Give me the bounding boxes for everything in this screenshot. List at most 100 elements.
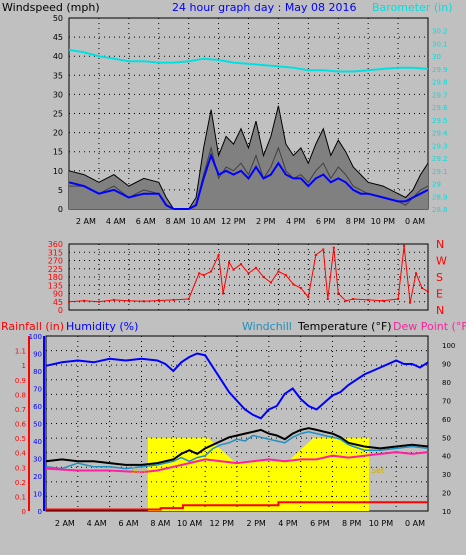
direction-tick-label: 135 (48, 281, 63, 290)
sunset-label: Set (371, 466, 384, 475)
x-tick-label: 4 AM (106, 217, 126, 226)
direction-tick-label: 315 (48, 248, 63, 257)
baro-tick-label: 29.7 (432, 91, 448, 99)
compass-label: N (436, 304, 444, 317)
wind-direction-point (172, 298, 175, 301)
wind-tick-label: 45 (53, 33, 63, 42)
humidity-tick-label: 10 (33, 491, 42, 499)
wind-direction-point (228, 261, 231, 264)
rain-tick-label: 1 (22, 362, 26, 370)
wind-direction-point (299, 287, 302, 289)
wind-direction-point (232, 268, 235, 271)
wind-direction-point (332, 246, 335, 249)
wind-direction-point (314, 254, 317, 256)
baro-tick-label: 29.4 (432, 130, 448, 138)
x-tick-label: 8 AM (166, 217, 186, 226)
humidity-tick-label: 30 (33, 456, 42, 464)
wind-direction-point (210, 270, 213, 273)
x-tick-label: 2 PM (256, 217, 275, 226)
temperature-tick-label: 30 (442, 471, 451, 479)
x-tick-label: 8 PM (346, 217, 365, 226)
baro-tick-label: 30.2 (432, 28, 448, 36)
wind-direction-point (142, 300, 145, 303)
wind-direction-point (82, 299, 85, 302)
baro-tick-label: 29 (432, 181, 441, 189)
wind-direction-point (254, 266, 257, 269)
wind-direction-point (326, 298, 329, 300)
temperature-line (45, 427, 429, 466)
direction-tick-label: 90 (53, 290, 63, 299)
x-tick-label: 10 AM (190, 217, 215, 226)
direction-tick-label: 270 (48, 257, 63, 266)
temperature-humidity-plot: 0 0.1 0.2 0.3 0.4 0.5 0.6 0.7 0.8 0.9 1 1.1 0 10 20 30 4… (15, 333, 456, 528)
x-tick-label: 12 PM (210, 519, 235, 528)
baro-tick-label: 29.5 (432, 117, 448, 125)
wind-direction-point (202, 274, 205, 277)
direction-tick-label: 360 (48, 240, 63, 249)
x-tick-label: 6 AM (118, 519, 138, 528)
x-tick-label: 6 AM (136, 217, 156, 226)
wind-direction-point (187, 298, 190, 300)
wind-direction-point (307, 296, 310, 299)
temperature-tick-label: 40 (442, 453, 451, 461)
wind-direction-point (421, 287, 424, 289)
wind-tick-label: 25 (53, 110, 63, 119)
sunrise-label: Sun (131, 466, 146, 475)
x-tick-label: 2 PM (246, 519, 265, 528)
humidity-tick-label: 40 (33, 438, 42, 446)
rain-tick-label: 0.9 (15, 377, 26, 385)
x-tick-label: 8 AM (150, 519, 170, 528)
windchill-label: Windchill (242, 320, 292, 333)
wind-direction-point (382, 299, 385, 302)
baro-tick-label: 29.3 (432, 142, 448, 150)
wind-direction-point (415, 272, 418, 275)
wind-direction-point (262, 276, 265, 278)
barometer-line (68, 48, 429, 73)
rain-tick-label: 0.6 (15, 421, 27, 429)
wind-tick-label: 35 (53, 71, 63, 80)
temperature-tick-label: 100 (442, 342, 455, 350)
wind-gust-line (68, 105, 429, 210)
wind-direction-point (277, 270, 280, 273)
baro-tick-label: 28.9 (432, 193, 448, 201)
humidity-label: Humidity (%) (66, 320, 138, 333)
compass-label: S (436, 271, 443, 284)
wind-direction-point (112, 298, 115, 301)
temperature-tick-label: 70 (442, 397, 451, 405)
baro-tick-label: 29.1 (432, 168, 448, 176)
wind-tick-label: 30 (53, 90, 63, 99)
wind-direction-point (68, 300, 70, 303)
baro-tick-label: 29.2 (432, 155, 448, 163)
wind-direction-point (217, 254, 220, 256)
dewpoint-label: Dew Point (°F) (393, 320, 466, 333)
temperature-tick-label: 90 (442, 361, 451, 369)
wind-direction-point (198, 272, 201, 275)
direction-tick-label: 0 (58, 306, 63, 315)
wind-direction-point (397, 298, 400, 300)
x-tick-label: 8 PM (342, 519, 361, 528)
rain-tick-label: 0.1 (15, 493, 26, 501)
compass-label: W (436, 255, 447, 268)
barometer-label: Barometer (in) (372, 1, 453, 14)
x-tick-label: 10 PM (369, 519, 394, 528)
compass-label: N (436, 238, 444, 251)
baro-tick-label: 29.6 (432, 104, 448, 112)
x-tick-label: 10 PM (371, 217, 396, 226)
wind-tick-label: 40 (53, 52, 63, 61)
wind-direction-point (269, 281, 272, 284)
baro-tick-label: 29.9 (432, 66, 448, 74)
wind-direction-point (127, 299, 130, 302)
wind-direction-point (97, 300, 100, 303)
wind-direction-point (157, 299, 160, 302)
wind-tick-label: 0 (58, 205, 63, 214)
temperature-label: Temperature (°F) (297, 320, 392, 333)
wind-tick-label: 20 (53, 129, 63, 138)
wind-direction-point (222, 292, 225, 295)
x-tick-label: 2 AM (55, 519, 75, 528)
wind-average-line (68, 152, 429, 210)
rain-tick-label: 0 (22, 508, 26, 516)
direction-tick-label: 45 (53, 298, 63, 307)
wind-direction-point (367, 298, 370, 301)
wind-direction-point (344, 299, 347, 302)
